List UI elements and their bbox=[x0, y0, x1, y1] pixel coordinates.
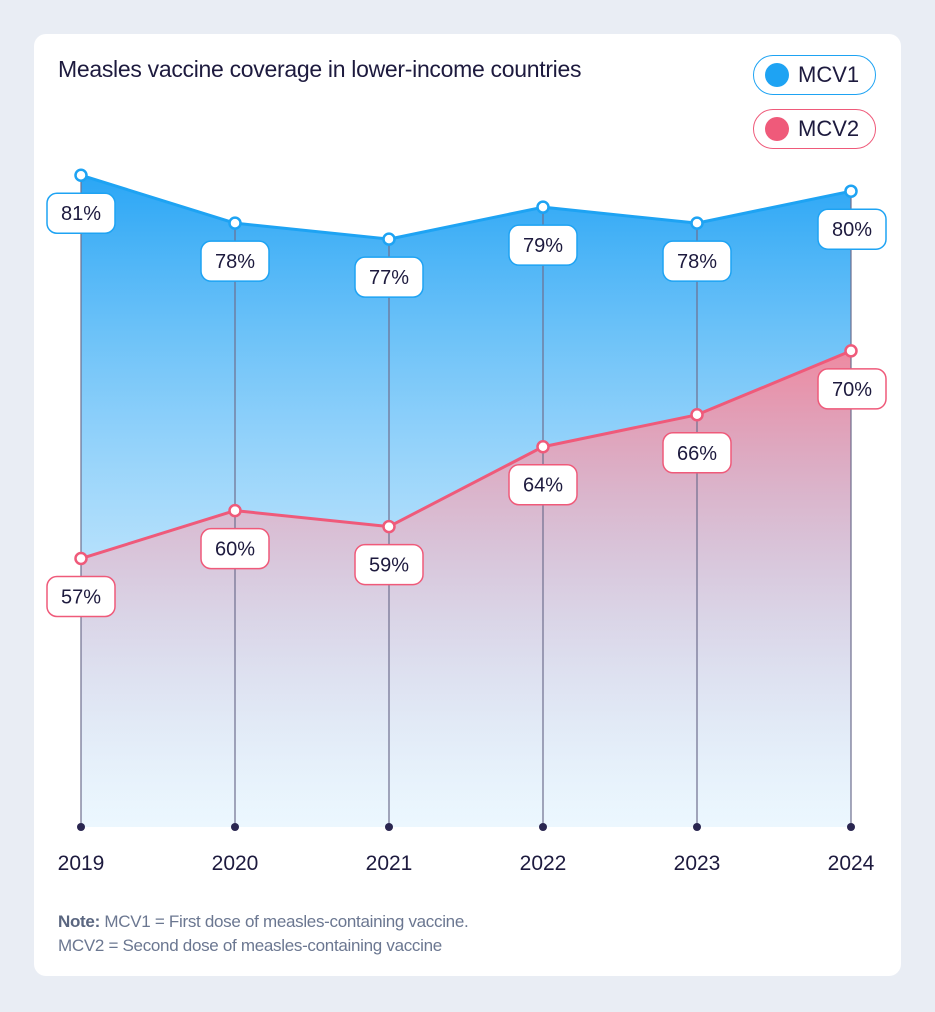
mcv1-point-2020 bbox=[228, 216, 242, 230]
note-line-2: MCV2 = Second dose of measles-containing… bbox=[58, 936, 442, 955]
mcv1-label-box-2020 bbox=[200, 240, 270, 282]
note-line-1: MCV1 = First dose of measles-containing … bbox=[104, 912, 469, 931]
chart-title: Measles vaccine coverage in lower-income… bbox=[58, 56, 582, 82]
mcv2-label-box-2021 bbox=[354, 543, 424, 586]
x-tick-2022: 2022 bbox=[520, 852, 567, 875]
x-tick-2019: 2019 bbox=[58, 852, 105, 875]
note-label: Note: bbox=[58, 912, 100, 931]
mcv1-label-box-2021 bbox=[354, 256, 424, 298]
mcv1-label-2020: 78% bbox=[200, 240, 270, 282]
data-labels: 81% 78% 77% 79% 78% 80% 57% 60% 59% 64% 66% 70% bbox=[46, 192, 887, 618]
mcv1-label-text-2024: 80% bbox=[832, 219, 872, 241]
x-tick-2023: 2023 bbox=[674, 852, 721, 875]
area-fills bbox=[81, 175, 851, 828]
mcv1-label-text-2022: 79% bbox=[523, 235, 563, 257]
mcv1-label-2021: 77% bbox=[354, 256, 424, 298]
baseline-dot-2022 bbox=[539, 823, 547, 831]
mcv1-label-box-2019 bbox=[46, 192, 116, 234]
mcv2-point-2021 bbox=[382, 519, 396, 534]
mcv2-point-2023 bbox=[690, 408, 704, 422]
x-tick-2024: 2024 bbox=[828, 852, 875, 875]
legend-mcv2-label: MCV2 bbox=[798, 116, 860, 141]
legend-mcv2-dot-icon bbox=[765, 117, 789, 141]
mcv2-label-text-2024: 70% bbox=[832, 379, 872, 401]
mcv2-label-box-2024 bbox=[817, 368, 887, 410]
baseline-dot-2023 bbox=[693, 823, 701, 831]
mcv1-label-text-2021: 77% bbox=[369, 267, 409, 289]
mcv1-label-text-2023: 78% bbox=[677, 251, 717, 273]
mcv1-label-2019: 81% bbox=[46, 192, 116, 234]
mcv2-label-box-2020 bbox=[200, 527, 270, 570]
mcv1-label-2022: 79% bbox=[508, 224, 578, 266]
mcv1-label-box-2023 bbox=[662, 240, 732, 282]
legend-mcv1-dot-icon bbox=[765, 63, 789, 87]
mcv2-point-2024 bbox=[844, 344, 858, 358]
mcv1-point-2024 bbox=[844, 184, 858, 198]
legend-item-mcv1: MCV1 bbox=[753, 55, 876, 95]
mcv2-area bbox=[81, 350, 851, 827]
mcv1-label-text-2019: 81% bbox=[61, 203, 101, 225]
data-points bbox=[74, 168, 858, 566]
mcv2-label-2024: 70% bbox=[817, 368, 887, 410]
mcv2-line bbox=[80, 349, 852, 560]
mcv1-line bbox=[80, 173, 852, 241]
mcv2-label-2023: 66% bbox=[662, 432, 732, 474]
mcv1-point-2022 bbox=[536, 200, 550, 214]
mcv2-label-text-2019: 57% bbox=[61, 587, 101, 609]
mcv1-label-2023: 78% bbox=[662, 240, 732, 282]
mcv2-label-text-2022: 64% bbox=[523, 475, 563, 497]
series-lines bbox=[80, 173, 852, 560]
mcv1-point-2019 bbox=[74, 168, 88, 182]
mcv2-label-2019: 57% bbox=[46, 575, 116, 618]
x-tick-2020: 2020 bbox=[212, 852, 259, 875]
x-axis-ticks: 2019 2020 2021 2022 2023 2024 bbox=[58, 823, 875, 875]
mcv2-point-2019 bbox=[74, 551, 88, 566]
mcv2-label-box-2023 bbox=[662, 432, 732, 474]
mcv2-label-2020: 60% bbox=[200, 527, 270, 570]
mcv2-label-text-2021: 59% bbox=[369, 555, 409, 577]
x-tick-2021: 2021 bbox=[366, 852, 413, 875]
mcv2-label-box-2022 bbox=[508, 463, 578, 506]
mcv1-point-2023 bbox=[690, 216, 704, 230]
legend-mcv1-label: MCV1 bbox=[798, 62, 860, 87]
mcv1-label-box-2024 bbox=[817, 208, 887, 250]
chart-note: Note: MCV1 = First dose of measles-conta… bbox=[58, 910, 469, 958]
mcv2-label-2022: 64% bbox=[508, 463, 578, 506]
mcv1-point-2021 bbox=[382, 232, 396, 246]
baseline-dot-2021 bbox=[385, 823, 393, 831]
mcv1-label-2024: 80% bbox=[817, 208, 887, 250]
legend-item-mcv2: MCV2 bbox=[753, 109, 876, 149]
mcv1-label-box-2022 bbox=[508, 224, 578, 266]
mcv2-label-text-2023: 66% bbox=[677, 443, 717, 465]
baseline-dot-2020 bbox=[231, 823, 239, 831]
mcv2-label-box-2019 bbox=[46, 575, 116, 618]
mcv1-label-text-2020: 78% bbox=[215, 251, 255, 273]
baseline-dot-2024 bbox=[847, 823, 855, 831]
mcv2-label-2021: 59% bbox=[354, 543, 424, 586]
mcv2-point-2022 bbox=[536, 439, 550, 454]
mcv2-point-2020 bbox=[228, 503, 242, 518]
baseline-dot-2019 bbox=[77, 823, 85, 831]
mcv2-label-text-2020: 60% bbox=[215, 539, 255, 561]
